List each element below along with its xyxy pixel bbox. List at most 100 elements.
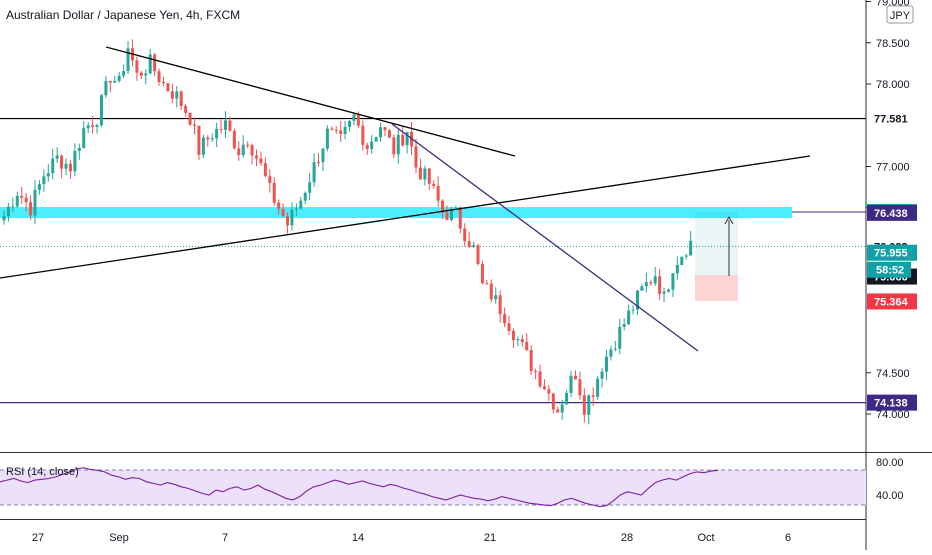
descending-trendline[interactable] <box>391 123 699 352</box>
candle-body <box>144 73 148 76</box>
candle-body <box>361 125 365 145</box>
candle-body <box>117 75 121 81</box>
candle-body <box>321 148 325 163</box>
time-axis[interactable]: 27 Sep 7 14 21 28 Oct 6 <box>32 532 791 544</box>
candle-body <box>210 138 214 140</box>
time-tick-label: Oct <box>697 532 714 544</box>
rsi-label: RSI (14, close) <box>6 466 79 478</box>
candle-body <box>290 209 294 226</box>
candle-body <box>556 409 560 413</box>
candle-body <box>86 125 90 129</box>
candle-body <box>263 163 267 177</box>
candle-body <box>684 255 688 257</box>
candle-body <box>401 134 405 146</box>
price-tag-label: 74.138 <box>874 398 908 410</box>
price-tag <box>867 293 917 310</box>
price-tick-label: 77.000 <box>876 162 910 174</box>
candle-body <box>51 158 55 174</box>
time-tick-label: 21 <box>484 532 496 544</box>
candle-body <box>379 127 383 138</box>
candle-body <box>82 128 86 148</box>
candles <box>2 39 693 425</box>
candle-body <box>64 163 68 169</box>
candle-body <box>436 185 440 201</box>
candle-body <box>170 91 174 99</box>
candle-body <box>250 145 254 156</box>
candle-body <box>387 130 391 138</box>
candle-body <box>294 208 298 210</box>
currency-badge[interactable]: JPY <box>886 5 914 24</box>
candle-body <box>396 134 400 155</box>
long-position-tool[interactable] <box>695 212 738 301</box>
candle-body <box>485 283 489 285</box>
candle-body <box>423 168 427 180</box>
price-tag-label: 75.364 <box>874 296 909 308</box>
candle-body <box>219 128 223 130</box>
candle-body <box>77 147 81 152</box>
candle-body <box>667 289 670 292</box>
time-tick-label: 27 <box>32 532 44 544</box>
candle-body <box>55 155 59 159</box>
candle-body <box>99 95 103 126</box>
resistance-trendline[interactable] <box>105 46 516 157</box>
candle-body <box>148 54 152 74</box>
currency-label: JPY <box>890 10 911 22</box>
trend-lines[interactable] <box>0 46 811 352</box>
candle-body <box>649 282 653 284</box>
candle-body <box>42 176 46 185</box>
candle-body <box>126 48 130 72</box>
chart-title: Australian Dollar / Japanese Yen, 4h, FX… <box>6 8 240 22</box>
candle-body <box>161 81 165 84</box>
candle-body <box>516 339 520 341</box>
candle-body <box>405 131 409 146</box>
candle-body <box>432 183 436 186</box>
price-tick-label: 74.000 <box>876 409 910 421</box>
candle-body <box>166 83 170 92</box>
candle-body <box>135 60 139 73</box>
candle-body <box>573 375 577 380</box>
candle-body <box>6 206 10 217</box>
candle-body <box>653 276 657 284</box>
candle-body <box>392 137 396 155</box>
candle-body <box>613 348 617 350</box>
candle-body <box>95 125 99 128</box>
candle-body <box>534 370 538 372</box>
candle-body <box>228 120 232 131</box>
candle-body <box>184 105 188 113</box>
candle-body <box>108 80 112 83</box>
price-tag <box>867 204 917 221</box>
time-tick-label: 6 <box>785 532 791 544</box>
support-trendline[interactable] <box>0 155 811 279</box>
candle-body <box>680 256 684 266</box>
candle-body <box>104 80 108 96</box>
candle-body <box>91 125 95 128</box>
candle-body <box>286 216 290 226</box>
candle-body <box>356 114 360 126</box>
candle-body <box>20 195 24 198</box>
candle-body <box>503 314 507 324</box>
candle-body <box>272 182 276 203</box>
time-tick-label: 14 <box>352 532 364 544</box>
candle-body <box>658 276 662 294</box>
candle-body <box>560 404 564 413</box>
candle-body <box>24 197 28 203</box>
candle-body <box>383 127 387 131</box>
candle-body <box>587 395 591 415</box>
price-tick-label: 79.000 <box>876 0 910 9</box>
rsi-series-line <box>0 467 719 508</box>
candle-body <box>46 173 50 177</box>
candle-body <box>277 202 281 209</box>
time-tick-label: 28 <box>621 532 633 544</box>
candle-body <box>529 350 533 371</box>
candle-body <box>259 158 263 164</box>
candle-body <box>551 393 555 410</box>
target-zone <box>695 212 738 275</box>
candle-body <box>635 290 639 310</box>
candle-body <box>445 212 449 221</box>
candle-body <box>334 129 338 131</box>
candle-body <box>139 72 143 76</box>
candle-body <box>542 386 546 390</box>
price-tag-label: 77.581 <box>874 114 908 126</box>
